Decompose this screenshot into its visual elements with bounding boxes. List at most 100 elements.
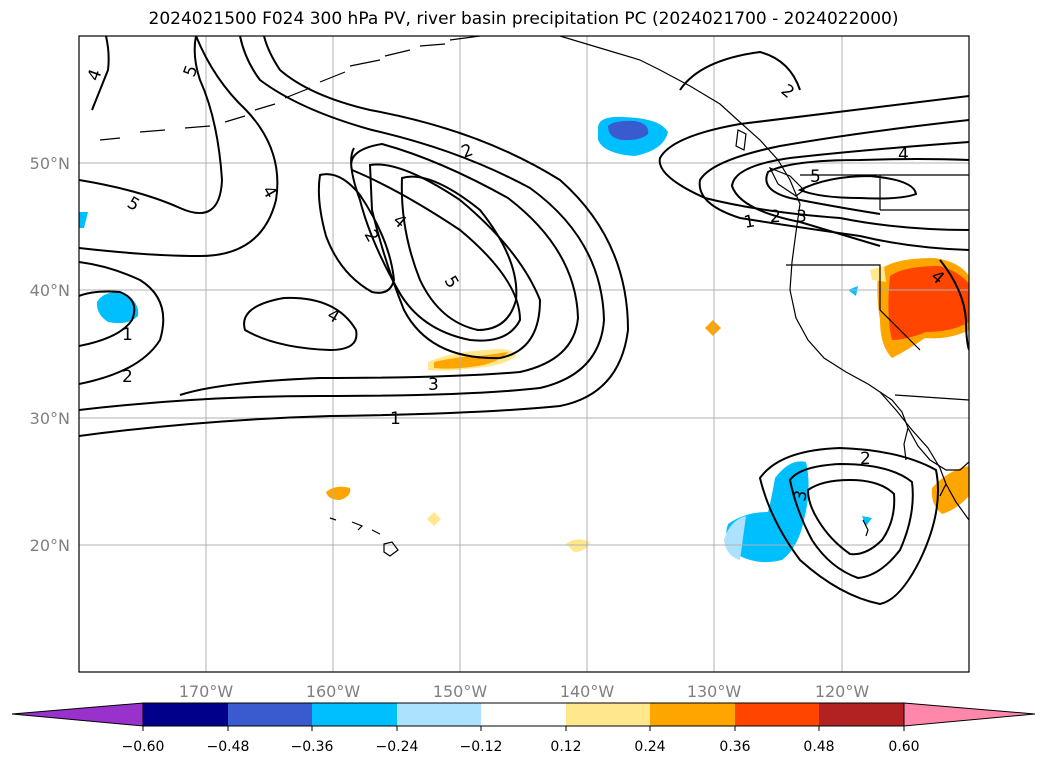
shade-pos-subtropic bbox=[434, 352, 508, 369]
islands-hawaii bbox=[329, 517, 399, 557]
colorbar-tick-label: 0.12 bbox=[550, 739, 581, 755]
colorbar-tick-label: 0.36 bbox=[719, 739, 750, 755]
colorbar-tick-label: −0.60 bbox=[122, 739, 165, 755]
contour-label: 3 bbox=[790, 489, 812, 503]
colorbar: −0.60 −0.48 −0.36 −0.24 −0.12 0.12 0.24 … bbox=[11, 702, 1036, 755]
lat-tick-label: 20°N bbox=[30, 536, 70, 555]
contour-2-subtropic bbox=[788, 462, 914, 580]
shade-pos-mexico bbox=[931, 466, 969, 514]
colorbar-segment bbox=[228, 703, 312, 726]
colorbar-tick-label: 0.48 bbox=[803, 739, 834, 755]
lon-tick-label: 160°W bbox=[306, 682, 361, 701]
shade-neg-west bbox=[96, 292, 139, 324]
lon-tick-label: 140°W bbox=[560, 682, 615, 701]
colorbar-extend-max bbox=[903, 702, 1036, 727]
island-guadalupe bbox=[862, 519, 869, 537]
contour-5-east bbox=[797, 174, 918, 200]
colorbar-extend-min bbox=[11, 702, 144, 727]
contour-3 bbox=[179, 142, 580, 396]
shade-neg-west-edge bbox=[79, 212, 88, 228]
contour-5-west bbox=[79, 36, 224, 214]
contour-1-alaska bbox=[679, 50, 801, 91]
contour-label: 2 bbox=[860, 449, 871, 469]
contour-4-west bbox=[79, 36, 279, 258]
colorbar-tick-label: −0.36 bbox=[291, 739, 334, 755]
contour-3-subtropic bbox=[806, 478, 896, 556]
shade-pos-california-edge bbox=[870, 266, 886, 282]
pv-contours bbox=[79, 36, 969, 606]
contour-label: 1 bbox=[742, 211, 756, 233]
contour-1-south bbox=[79, 36, 630, 437]
colorbar-segment bbox=[143, 703, 228, 726]
lon-tick-label: 130°W bbox=[687, 682, 742, 701]
contour-5-inner bbox=[400, 175, 518, 332]
contour-labels: 4 5 4 5 2 2 4 5 4 1 2 3 1 2 3 4 5 1 2 3 … bbox=[84, 63, 948, 503]
colorbar-segment bbox=[566, 703, 650, 726]
colorbar-segment bbox=[735, 703, 819, 726]
lon-tick-label: 120°W bbox=[815, 682, 870, 701]
contour-2-westloop bbox=[317, 173, 396, 294]
plot-area bbox=[79, 36, 969, 672]
colorbar-frame bbox=[142, 702, 905, 727]
lon-tick-label: 150°W bbox=[433, 682, 488, 701]
colorbar-tick-label: −0.12 bbox=[460, 739, 503, 755]
shade-neg-subtropical bbox=[726, 461, 809, 563]
contour-2-east bbox=[698, 119, 969, 251]
contour-4-nw bbox=[91, 36, 110, 111]
contour-label: 5 bbox=[810, 167, 821, 187]
island-qc bbox=[735, 129, 747, 151]
shade-pos-small-1 bbox=[326, 486, 351, 500]
colorbar-tick-label: −0.24 bbox=[376, 739, 419, 755]
lat-tick-label: 50°N bbox=[30, 154, 70, 173]
colorbar-tick-label: 0.24 bbox=[634, 739, 665, 755]
shade-pos-small-4 bbox=[427, 512, 441, 526]
colorbar-tick-label: 0.60 bbox=[888, 739, 919, 755]
lat-tick-labels: 20°N 30°N 40°N 50°N bbox=[30, 154, 70, 555]
contour-label: 3 bbox=[796, 207, 807, 227]
contour-label: 4 bbox=[898, 145, 909, 165]
map-title: 2024021500 F024 300 hPa PV, river basin … bbox=[148, 9, 899, 29]
colorbar-segment bbox=[650, 703, 735, 726]
contour-2-south bbox=[79, 36, 606, 411]
shade-pos-small-3 bbox=[705, 320, 721, 336]
plot-frame bbox=[78, 35, 970, 673]
contour-1-west bbox=[79, 290, 136, 347]
contour-label: 2 bbox=[122, 367, 133, 387]
contour-label: 3 bbox=[428, 375, 439, 395]
contour-label: 1 bbox=[122, 325, 133, 345]
contour-1-subtropic bbox=[758, 446, 939, 606]
colorbar-tick-label: −0.48 bbox=[207, 739, 250, 755]
shade-neg-subtropical-light bbox=[724, 516, 746, 560]
coast-west-us bbox=[789, 203, 969, 471]
colorbar-segment bbox=[312, 703, 397, 726]
contour-3-east bbox=[730, 141, 969, 247]
contour-4-inner bbox=[368, 163, 542, 360]
contour-1-east bbox=[658, 95, 969, 231]
lon-tick-labels: 170°W 160°W 150°W 140°W 130°W 120°W bbox=[179, 682, 870, 701]
coast-mexico bbox=[945, 483, 969, 521]
colorbar-segment bbox=[819, 703, 904, 726]
contour-2-west bbox=[79, 261, 165, 385]
colorbar-segment bbox=[397, 703, 481, 726]
precip-shading bbox=[79, 116, 969, 563]
lat-tick-label: 40°N bbox=[30, 281, 70, 300]
lat-tick-label: 30°N bbox=[30, 409, 70, 428]
shade-pos-small-2 bbox=[566, 539, 590, 552]
lon-tick-label: 170°W bbox=[179, 682, 234, 701]
colorbar-segment bbox=[481, 703, 566, 726]
contour-label: 2 bbox=[770, 207, 781, 227]
border-states bbox=[786, 175, 969, 401]
shade-neg-gulf-alaska-core bbox=[608, 120, 649, 141]
coast-aleutians bbox=[99, 43, 446, 141]
coastlines bbox=[99, 36, 969, 557]
island-vancouver bbox=[768, 166, 805, 197]
shade-neg-baja bbox=[862, 516, 872, 526]
colorbar-ticks bbox=[142, 726, 905, 731]
shade-neg-small bbox=[848, 286, 858, 296]
contour-4-east bbox=[765, 158, 969, 215]
contour-east-rhs bbox=[939, 259, 969, 351]
shade-pos-california bbox=[888, 266, 969, 340]
contour-4-westlow bbox=[243, 296, 358, 352]
contour-label: 1 bbox=[390, 409, 401, 429]
